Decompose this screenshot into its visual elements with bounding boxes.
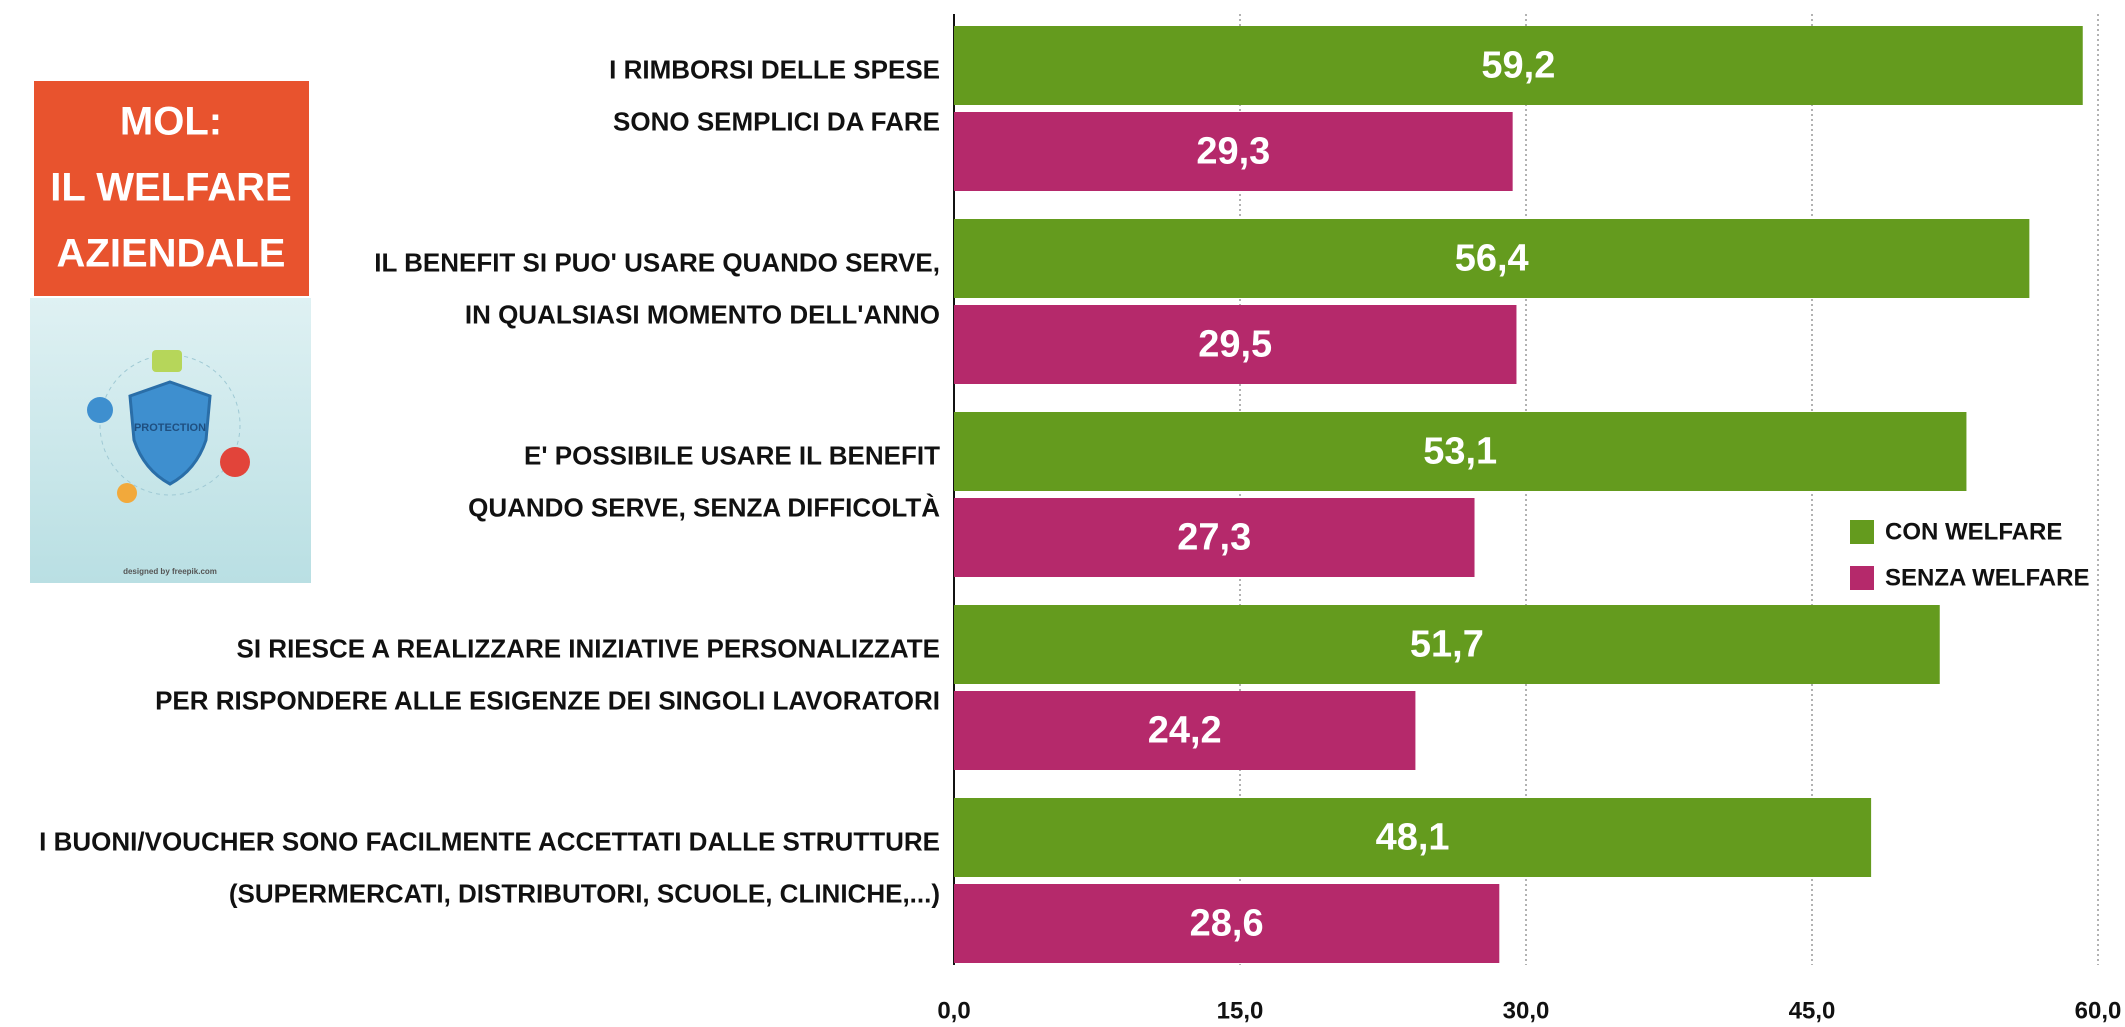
category-label: I RIMBORSI DELLE SPESE SONO SEMPLICI DA F… (609, 54, 940, 136)
bar (954, 219, 2030, 298)
icon (220, 447, 250, 477)
value-label: 29,3 (1196, 131, 1270, 173)
bar (954, 605, 1940, 684)
icon (87, 397, 113, 423)
category-label: I BUONI/VOUCHER SONO FACILMENTE ACCETTAT… (39, 826, 940, 908)
bar (954, 112, 1513, 191)
sidebar-title: MOL: (120, 100, 222, 144)
bar (954, 26, 2083, 105)
bar (954, 884, 1500, 963)
category-label: E' POSSIBILE USARE IL BENEFIT QUANDO SERV… (468, 440, 940, 522)
value-label: 24,2 (1148, 710, 1222, 752)
shield (128, 380, 212, 486)
legend-swatch (1850, 520, 1874, 544)
image-credit: designed by freepik.com (123, 567, 217, 576)
x-tick-label: 15,0 (1217, 997, 1264, 1024)
sidebar: PROTECTION designed by freepik.com (30, 81, 311, 583)
icon (117, 483, 137, 503)
sidebar-title: AZIENDALE (57, 232, 286, 276)
x-tick-label: 45,0 (1789, 997, 1836, 1024)
category-label: IL BENEFIT SI PUO' USARE QUANDO SERVE, IN… (374, 247, 940, 329)
bar (954, 498, 1475, 577)
value-label: 48,1 (1376, 817, 1450, 859)
value-label: 28,6 (1190, 903, 1264, 945)
value-label: 51,7 (1410, 624, 1484, 666)
bar (954, 412, 1967, 491)
value-label: 59,2 (1481, 45, 1555, 87)
legend-label: CON WELFARE (1885, 518, 2062, 545)
legend-swatch (1850, 566, 1874, 590)
value-label: 53,1 (1423, 431, 1497, 473)
value-label: 27,3 (1177, 517, 1251, 559)
bar (954, 691, 1416, 770)
value-label: 29,5 (1198, 324, 1272, 366)
x-tick-label: 0,0 (937, 997, 970, 1024)
title-box (34, 81, 309, 296)
legend-label: SENZA WELFARE (1885, 564, 2089, 591)
image-label: PROTECTION (134, 422, 206, 434)
x-tick-label: 60,0 (2075, 997, 2122, 1024)
sidebar-title: IL WELFARE (50, 166, 291, 210)
bar (954, 305, 1517, 384)
icon (152, 350, 182, 372)
value-label: 56,4 (1455, 238, 1529, 280)
bar (954, 798, 1872, 877)
x-tick-label: 30,0 (1503, 997, 1550, 1024)
category-label: SI RIESCE A REALIZZARE INIZIATIVE PERSON… (155, 633, 940, 715)
